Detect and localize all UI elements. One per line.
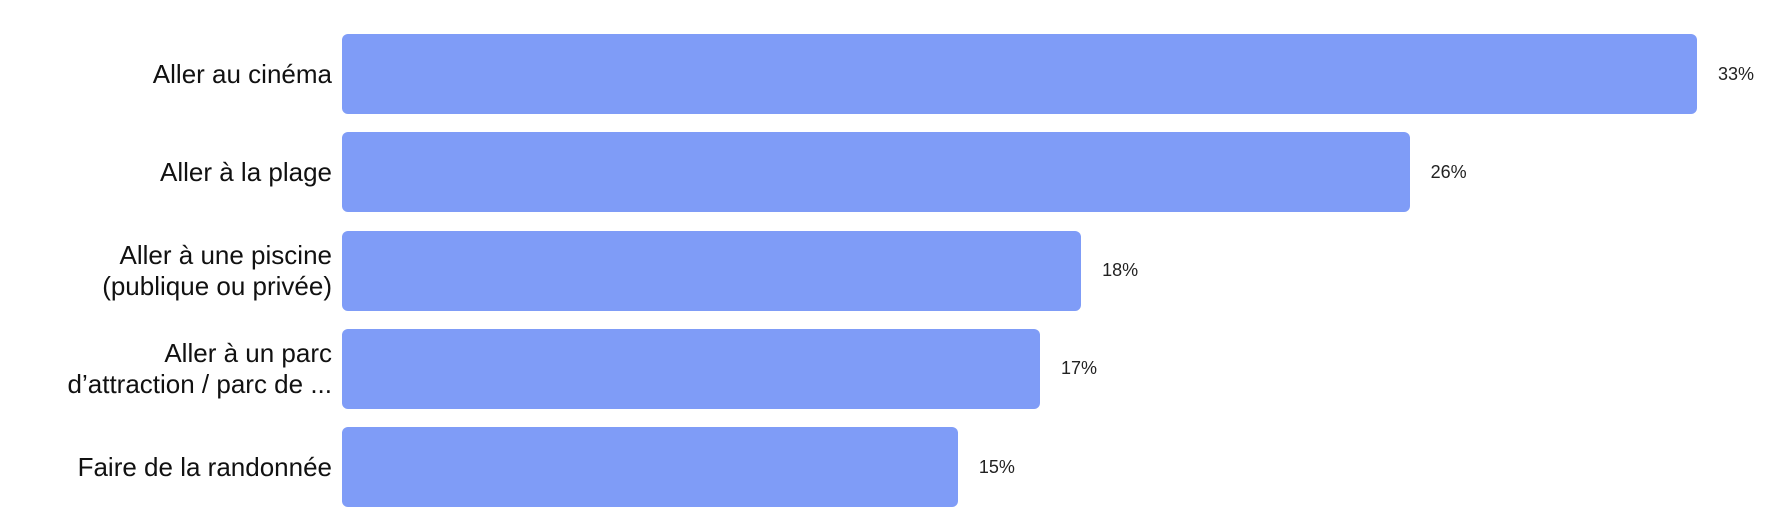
value-label: 33% xyxy=(1718,63,1755,84)
bar xyxy=(342,132,1410,213)
bar xyxy=(342,34,1697,114)
category-label: Faire de la randonnée xyxy=(77,451,332,482)
bar xyxy=(342,427,958,508)
value-label: 15% xyxy=(978,456,1015,477)
value-label: 17% xyxy=(1061,358,1098,379)
bar xyxy=(342,328,1041,409)
category-label: Aller à une piscine (publique ou privée) xyxy=(102,239,332,301)
category-label: Aller à la plage xyxy=(160,156,332,187)
category-label: Aller à un parc d’attraction / parc de .… xyxy=(67,337,332,399)
category-label: Aller au cinéma xyxy=(152,58,332,89)
value-label: 18% xyxy=(1102,260,1139,281)
bar xyxy=(342,230,1082,311)
value-label: 26% xyxy=(1430,161,1467,182)
